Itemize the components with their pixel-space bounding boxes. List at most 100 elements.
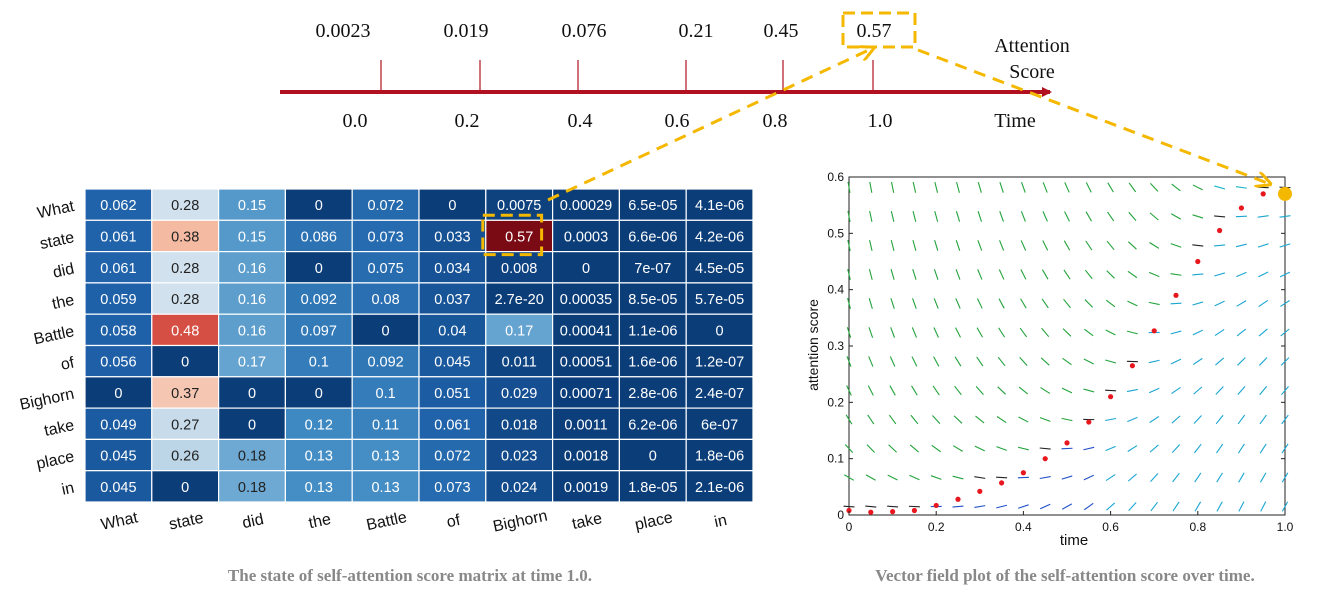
heatmap-cell-value: 0 bbox=[582, 261, 590, 277]
timeline-time-label: 1.0 bbox=[868, 110, 893, 132]
heatmap-cell-value: 0.26 bbox=[171, 449, 199, 465]
heatmap-cell-value: 0.00035 bbox=[560, 292, 612, 308]
heatmap-cell-value: 0.051 bbox=[434, 386, 470, 402]
heatmap-cell-value: 0.073 bbox=[367, 229, 403, 245]
vector-arrow bbox=[1018, 477, 1029, 478]
vector-field-caption: Vector field plot of the self-attention … bbox=[875, 566, 1254, 585]
heatmap-cell-value: 0.024 bbox=[501, 480, 537, 496]
heatmap-cell-value: 0 bbox=[181, 355, 189, 371]
connector-heatmap-to-timeline bbox=[548, 48, 873, 200]
heatmap-row-label: in bbox=[60, 480, 76, 499]
heatmap-cell-value: 0.061 bbox=[100, 261, 136, 277]
heatmap-cell-value: 0.48 bbox=[171, 323, 199, 339]
heatmap-col-label: did bbox=[241, 511, 265, 532]
heatmap-cell-value: 0.27 bbox=[171, 417, 199, 433]
heatmap-cell-value: 0.059 bbox=[100, 292, 136, 308]
trajectory-point bbox=[890, 509, 895, 514]
timeline-score-label: 0.57 bbox=[857, 20, 892, 42]
heatmap-cell-value: 2.4e-07 bbox=[695, 386, 744, 402]
trajectory-point bbox=[999, 480, 1004, 485]
y-tick-label: 0.6 bbox=[827, 170, 844, 184]
heatmap-cell-value: 0.056 bbox=[100, 355, 136, 371]
heatmap-row-label: place bbox=[35, 448, 76, 473]
heatmap-cell-value: 0.16 bbox=[238, 261, 266, 277]
heatmap-cell-value: 0.092 bbox=[301, 292, 337, 308]
timeline-score-label: 0.21 bbox=[679, 20, 714, 42]
heatmap-cell-value: 0.13 bbox=[305, 480, 333, 496]
heatmap-cell-value: 0.061 bbox=[100, 229, 136, 245]
heatmap-cell-value: 0.16 bbox=[238, 292, 266, 308]
x-tick-label: 0.6 bbox=[1102, 520, 1119, 534]
trajectory-point bbox=[1217, 228, 1222, 233]
heatmap-cell-value: 0.57 bbox=[505, 229, 533, 245]
heatmap-cell-value: 0.00041 bbox=[560, 323, 612, 339]
heatmap-cell-value: 0.0018 bbox=[564, 449, 608, 465]
heatmap-cell-value: 0.097 bbox=[301, 323, 337, 339]
heatmap-cell-value: 0.072 bbox=[367, 198, 403, 214]
score-axis-label-line2: Score bbox=[1009, 61, 1055, 83]
heatmap-cell-value: 0.13 bbox=[371, 449, 399, 465]
heatmap-cell-value: 0.075 bbox=[367, 261, 403, 277]
heatmap-cell-value: 6e-07 bbox=[701, 417, 738, 433]
trajectory-point bbox=[912, 508, 917, 513]
heatmap-col-label: in bbox=[713, 512, 729, 531]
heatmap-cell-value: 0.073 bbox=[434, 480, 470, 496]
timeline-time-label: 0.6 bbox=[665, 110, 690, 132]
heatmap-cell-value: 2.1e-06 bbox=[695, 480, 744, 496]
vector-arrow bbox=[996, 477, 1007, 478]
heatmap-col-label: Battle bbox=[365, 509, 409, 534]
trajectory-point bbox=[977, 489, 982, 494]
heatmap-cell-value: 0.034 bbox=[434, 261, 470, 277]
heatmap-cell-value: 0 bbox=[315, 386, 323, 402]
trajectory-point bbox=[1064, 440, 1069, 445]
trajectory-point bbox=[934, 503, 939, 508]
heatmap-cell-value: 0.045 bbox=[100, 449, 136, 465]
trajectory-point bbox=[1261, 191, 1266, 196]
vector-arrow bbox=[844, 506, 855, 507]
heatmap-cell-value: 0.12 bbox=[305, 417, 333, 433]
heatmap-cell-value: 0.18 bbox=[238, 449, 266, 465]
plot-frame bbox=[849, 177, 1285, 515]
heatmap-row-label: did bbox=[51, 261, 75, 282]
heatmap-cell-value: 0.28 bbox=[171, 292, 199, 308]
y-tick-label: 0.4 bbox=[827, 283, 844, 297]
heatmap-cell-value: 0.018 bbox=[501, 417, 537, 433]
heatmap-cell-value: 0.11 bbox=[372, 417, 399, 433]
heatmap-cell-value: 7e-07 bbox=[634, 261, 671, 277]
heatmap-cell-value: 0.00071 bbox=[560, 386, 612, 402]
heatmap-cell-value: 6.5e-05 bbox=[628, 198, 677, 214]
heatmap-cell-value: 0.17 bbox=[238, 355, 266, 371]
time-axis-label: Time bbox=[994, 110, 1036, 132]
timeline-score-label: 0.076 bbox=[562, 20, 607, 42]
heatmap-cell-value: 0.28 bbox=[171, 198, 199, 214]
heatmap-cell-value: 0.029 bbox=[501, 386, 537, 402]
x-tick-label: 0.2 bbox=[928, 520, 945, 534]
y-tick-label: 0.1 bbox=[827, 452, 844, 466]
heatmap-cell-value: 1.8e-06 bbox=[695, 449, 744, 465]
trajectory-point bbox=[1130, 363, 1135, 368]
heatmap-cell-value: 0.049 bbox=[100, 417, 136, 433]
heatmap-cell-value: 0.15 bbox=[238, 198, 266, 214]
heatmap-col-label: What bbox=[99, 509, 140, 534]
heatmap-cell-value: 6.6e-06 bbox=[628, 229, 677, 245]
heatmap-cell-value: 4.2e-06 bbox=[695, 229, 744, 245]
trajectory-point bbox=[1239, 205, 1244, 210]
heatmap-cell-value: 0 bbox=[114, 386, 122, 402]
trajectory-point bbox=[1108, 394, 1113, 399]
heatmap-cell-value: 0.0011 bbox=[564, 417, 607, 433]
trajectory-point bbox=[1173, 293, 1178, 298]
heatmap-cell-value: 0 bbox=[248, 417, 256, 433]
x-tick-label: 0.8 bbox=[1189, 520, 1206, 534]
timeline-score-label: 0.019 bbox=[444, 20, 489, 42]
heatmap-cell-value: 0.008 bbox=[501, 261, 537, 277]
timeline-time-label: 0.2 bbox=[455, 110, 480, 132]
heatmap-cell-value: 0.28 bbox=[171, 261, 199, 277]
heatmap-cell-value: 4.5e-05 bbox=[695, 261, 744, 277]
x-axis-label: time bbox=[1060, 532, 1088, 549]
vector-arrow bbox=[909, 506, 920, 507]
heatmap-cell-value: 0.18 bbox=[238, 480, 266, 496]
heatmap-cell-value: 0.061 bbox=[434, 417, 470, 433]
timeline-time-label: 0.8 bbox=[763, 110, 788, 132]
